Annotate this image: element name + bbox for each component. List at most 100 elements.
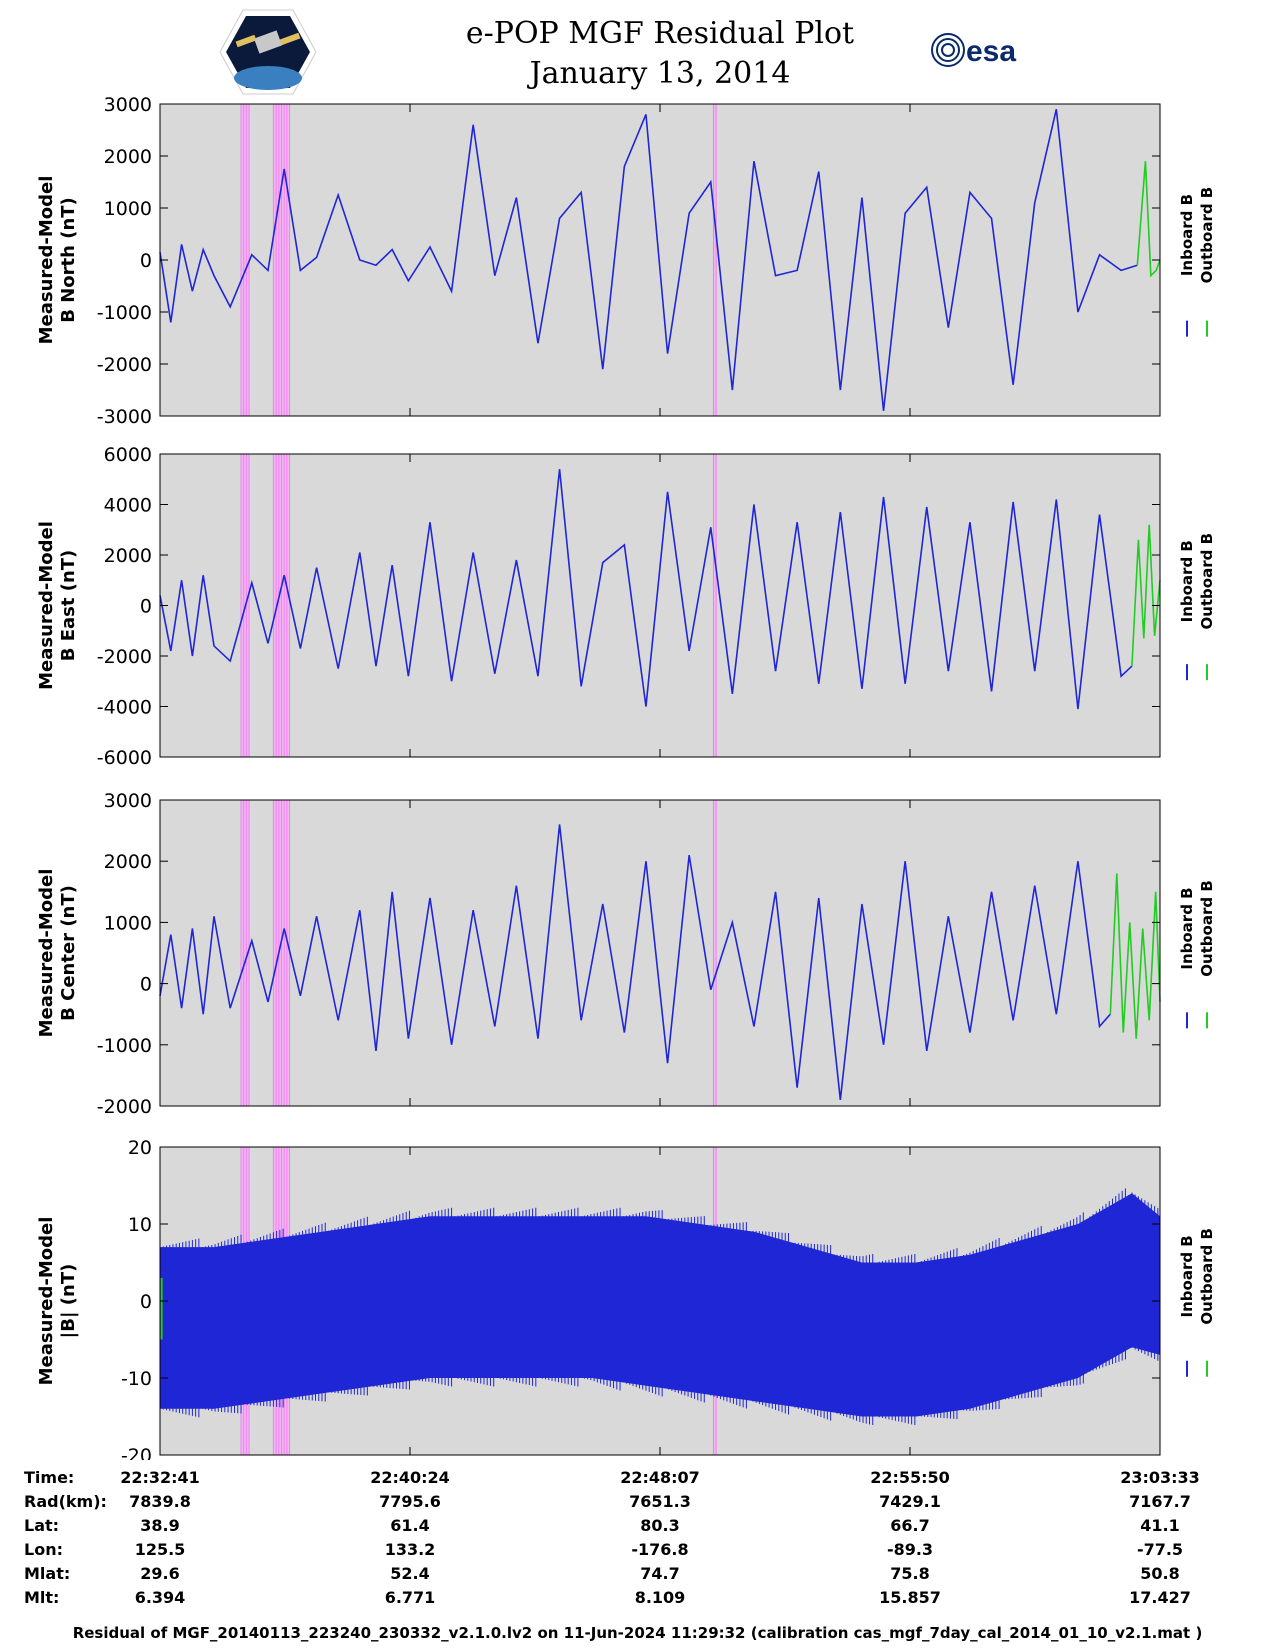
info-row-value: 66.7: [890, 1516, 930, 1535]
y-axis-label-line-1: Measured-Model: [36, 1217, 57, 1386]
info-row-value: 29.6: [140, 1564, 180, 1583]
esa-logo: esa: [928, 30, 1038, 70]
info-row-value: 75.8: [890, 1564, 930, 1583]
title-line-2: January 13, 2014: [529, 56, 791, 91]
info-row-value: 7651.3: [629, 1492, 691, 1511]
info-row: Lon: 125.5 133.2 -176.8 -89.3 -77.5: [0, 1540, 1275, 1564]
y-tick-label: -2000: [97, 646, 152, 668]
y-tick-label: 1000: [104, 198, 152, 220]
legend-inboard-label: Inboard B: [1178, 194, 1196, 276]
legend-inboard-label: Inboard B: [1178, 1235, 1196, 1317]
info-row-value: 80.3: [640, 1516, 680, 1535]
info-row-value: 17.427: [1129, 1588, 1191, 1607]
info-row: Mlat: 29.6 52.4 74.7 75.8 50.8: [0, 1564, 1275, 1588]
y-tick-label: 10: [128, 1214, 152, 1236]
legend-outboard-label: Outboard B: [1198, 187, 1216, 284]
info-row: Rad(km): 7839.8 7795.6 7651.3 7429.1 7167.7: [0, 1492, 1275, 1516]
y-axis-label: Measured-ModelB East (nT): [36, 521, 79, 690]
highlight-band: [240, 800, 250, 1106]
info-row-value: 22:32:41: [120, 1468, 200, 1487]
info-row-value: 125.5: [134, 1540, 186, 1559]
series-outboard-line: [1131, 524, 1161, 667]
plot-background: [160, 104, 1160, 416]
info-row-value: 50.8: [1140, 1564, 1180, 1583]
info-row-value: 7839.8: [129, 1492, 191, 1511]
y-axis-label-line-1: Measured-Model: [36, 521, 57, 690]
panel-0: 3000 2000 1000 0 -1000 -2000 -3000 Measured-Mod…: [36, 94, 1216, 428]
y-tick-label: 6000: [104, 444, 152, 466]
info-row-value: 52.4: [390, 1564, 430, 1583]
y-axis-label-line-2: |B| (nT): [58, 1264, 79, 1339]
info-row-value: -77.5: [1136, 1540, 1184, 1559]
y-tick-label: 4000: [104, 495, 152, 517]
info-row-value: 7429.1: [879, 1492, 941, 1511]
y-tick-label: -1000: [97, 1035, 152, 1057]
chart-title: e-POP MGF Residual Plot January 13, 2014: [380, 14, 940, 94]
series-inboard-line: [159, 824, 1111, 1100]
y-tick-label: -2000: [97, 354, 152, 376]
y-tick-label: 20: [128, 1137, 152, 1159]
legend-outboard-label: Outboard B: [1198, 1228, 1216, 1325]
y-axis-label: Measured-Model|B| (nT): [36, 1217, 79, 1386]
legend-outboard-label: Outboard B: [1198, 880, 1216, 977]
info-row-value: 133.2: [384, 1540, 436, 1559]
y-axis-label-line-2: B North (nT): [58, 197, 79, 323]
series-inboard-line: [159, 469, 1133, 710]
footer-caption: Residual of MGF_20140113_223240_230332_v…: [72, 1624, 1203, 1642]
y-tick-label: 1000: [104, 912, 152, 934]
series-outboard-line: [1136, 161, 1161, 278]
inboard-envelope: [160, 1193, 1160, 1417]
info-row-label: Rad(km):: [24, 1492, 107, 1511]
info-row-value: 6.394: [134, 1588, 186, 1607]
info-row-label: Mlat:: [24, 1564, 71, 1583]
y-tick-label: 3000: [104, 94, 152, 116]
info-row-value: 22:55:50: [870, 1468, 950, 1487]
plot-background: [160, 454, 1160, 757]
highlight-band: [713, 800, 717, 1106]
title-line-1: e-POP MGF Residual Plot: [465, 16, 855, 51]
info-row: Mlt: 6.394 6.771 8.109 15.857 17.427: [0, 1588, 1275, 1612]
residual-plots: 3000200010000-1000-2000-3000Measured-Mod…: [36, 94, 1216, 1460]
highlight-band: [240, 104, 250, 416]
esa-logo-text: esa: [966, 35, 1016, 68]
info-row-label: Mlt:: [24, 1588, 60, 1607]
info-row-value: 23:03:33: [1120, 1468, 1200, 1487]
y-tick-label: 2000: [104, 851, 152, 873]
plot-background: [160, 800, 1160, 1106]
info-row-value: 61.4: [390, 1516, 430, 1535]
y-axis-label: Measured-ModelB Center (nT): [36, 869, 79, 1038]
info-row-value: 38.9: [140, 1516, 180, 1535]
legend-inboard-label: Inboard B: [1178, 887, 1196, 969]
info-row-value: 6.771: [384, 1588, 436, 1607]
info-row-value: -176.8: [631, 1540, 689, 1559]
y-tick-label: -2000: [97, 1096, 152, 1118]
info-row: Time: 22:32:41 22:40:24 22:48:07 22:55:50 23:…: [0, 1468, 1275, 1492]
y-tick-label: -1000: [97, 302, 152, 324]
y-axis-label: Measured-ModelB North (nT): [36, 176, 79, 345]
y-tick-label: -6000: [97, 747, 152, 769]
highlight-band: [713, 104, 717, 416]
info-row-value: 22:40:24: [370, 1468, 450, 1487]
info-row-value: 41.1: [1140, 1516, 1180, 1535]
panel-1: 6000 4000 2000 0 -2000 -4000 -6000 Measured-Mod…: [36, 444, 1216, 769]
y-tick-label: 0: [140, 250, 152, 272]
info-row: Lat: 38.9 61.4 80.3 66.7 41.1: [0, 1516, 1275, 1540]
info-row-value: 74.7: [640, 1564, 680, 1583]
y-tick-label: -3000: [97, 406, 152, 428]
y-axis-label-line-2: B East (nT): [58, 550, 79, 662]
legend-outboard-label: Outboard B: [1198, 533, 1216, 630]
panel-2: 3000 2000 1000 0 -1000 -2000 Measured-ModelB C…: [36, 790, 1216, 1118]
info-row-value: 8.109: [634, 1588, 686, 1607]
info-row-value: 7795.6: [379, 1492, 441, 1511]
y-tick-label: 0: [140, 974, 152, 996]
y-tick-label: -10: [121, 1368, 152, 1390]
info-row-value: -89.3: [886, 1540, 934, 1559]
series-outboard-line: [1109, 873, 1161, 1039]
y-tick-label: 2000: [104, 146, 152, 168]
y-axis-label-line-1: Measured-Model: [36, 176, 57, 345]
y-tick-label: 0: [140, 596, 152, 618]
y-axis-label-line-1: Measured-Model: [36, 869, 57, 1038]
info-row-value: 22:48:07: [620, 1468, 700, 1487]
y-tick-label: 3000: [104, 790, 152, 812]
info-row-label: Time:: [24, 1468, 75, 1487]
